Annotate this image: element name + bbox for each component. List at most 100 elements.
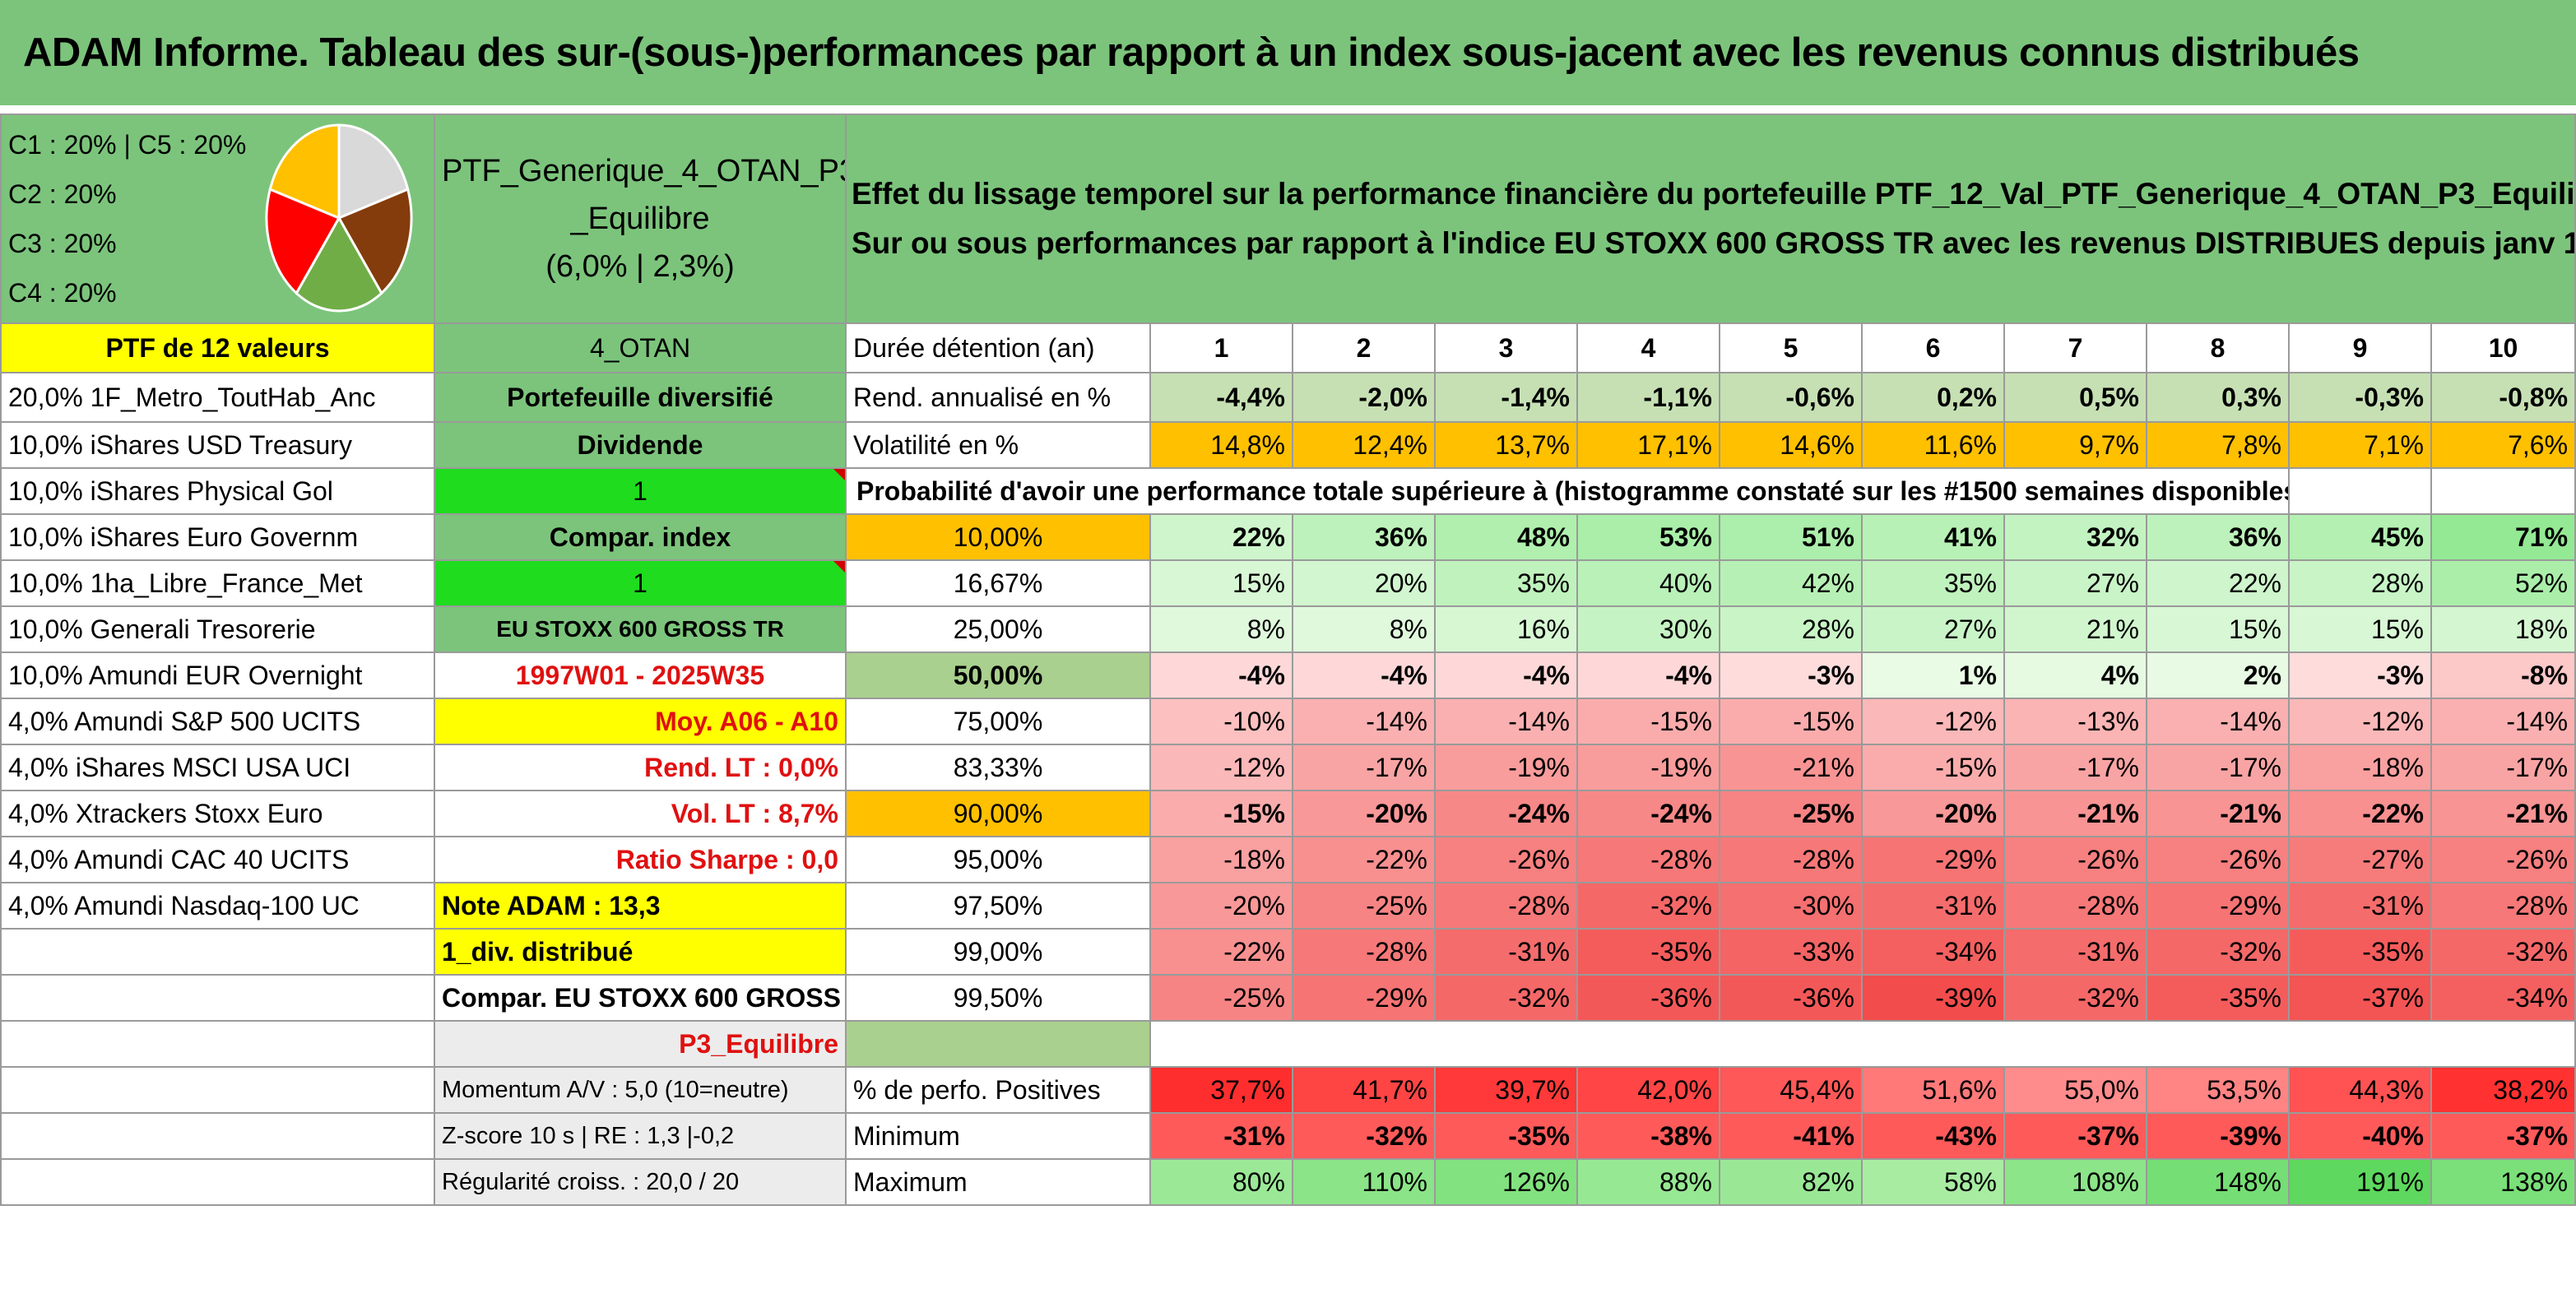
vol-value: 7,6% (2430, 421, 2576, 469)
quantile-value: -15% (1149, 790, 1293, 837)
quantile-value: -39% (1861, 974, 2005, 1022)
pie-legend-item: C4 : 20% (8, 278, 117, 308)
pie-slice (295, 215, 383, 313)
portfolio-name-line1: PTF_Generique_4_OTAN_P3 (442, 154, 846, 188)
separator (0, 105, 2576, 114)
rend-label: Rend. annualisé en % (845, 372, 1151, 423)
pos-value: 53,5% (2146, 1066, 2290, 1114)
min-value: -43% (1861, 1112, 2005, 1160)
holding-name: 4,0% iShares MSCI USA UCI (0, 744, 435, 791)
portfolio-name-cell: PTF_Generique_4_OTAN_P3 _Equilibre (6,0%… (434, 114, 847, 324)
quantile-label: 83,33% (845, 744, 1151, 791)
performance-table: C1 : 20% | C5 : 20% C2 : 20% C3 : 20% C4 : … (0, 114, 2576, 1206)
quantile-value: -37% (2288, 974, 2432, 1022)
min-label: Minimum (845, 1112, 1151, 1160)
max-value: 82% (1719, 1158, 1863, 1206)
quantile-value: 35% (1861, 559, 2005, 607)
quantile-value: -10% (1149, 698, 1293, 745)
quantile-value: -32% (1434, 974, 1578, 1022)
quantile-label: 95,00% (845, 836, 1151, 883)
table-row: PTF de 12 valeurs 4_OTAN Durée détention (… (0, 322, 2576, 373)
pie-legend: C1 : 20% | C5 : 20% C2 : 20% C3 : 20% C4 : … (8, 120, 427, 318)
vol-value: 9,7% (2003, 421, 2147, 469)
quantile-value: 36% (1292, 513, 1436, 561)
quantile-value: 2% (2146, 651, 2290, 699)
rend-value: -4,4% (1149, 372, 1293, 423)
pos-value: 45,4% (1719, 1066, 1863, 1114)
quantile-value: 71% (2430, 513, 2576, 561)
quantile-value: 4% (2003, 651, 2147, 699)
profile-swatch (845, 1020, 1151, 1068)
quantile-value: 21% (2003, 605, 2147, 653)
quantile-label: 25,00% (845, 605, 1151, 653)
quantile-value: -25% (1292, 882, 1436, 930)
portfolio-name-line2: _Equilibre (570, 202, 710, 236)
empty-cell (0, 1158, 435, 1206)
prob-label: Probabilité d'avoir une performance tota… (845, 467, 2290, 515)
empty-cell (0, 928, 435, 976)
vol-value: 7,1% (2288, 421, 2432, 469)
quantile-value: -20% (1861, 790, 2005, 837)
quantile-value: -17% (2146, 744, 2290, 791)
quantile-value: -26% (1434, 836, 1578, 883)
table-row: 1_div. distribué 99,00% -22% -28% -31% -35% -3… (0, 928, 2576, 976)
quantile-label: 99,00% (845, 928, 1151, 976)
description-line1: Effet du lissage temporel sur la perform… (852, 177, 2576, 211)
quantile-value: -19% (1576, 744, 1720, 791)
quantile-value: -26% (2430, 836, 2576, 883)
quantile-value: -34% (2430, 974, 2576, 1022)
quantile-value: 27% (1861, 605, 2005, 653)
portefeuille-cell: Portefeuille diversifié (434, 372, 847, 423)
regularite-cell: Régularité croiss. : 20,0 / 20 (434, 1158, 847, 1206)
page-title: ADAM Informe. Tableau des sur-(sous-)per… (23, 30, 2360, 75)
vol-value: 13,7% (1434, 421, 1578, 469)
quantile-value: -4% (1434, 651, 1578, 699)
min-value: -40% (2288, 1112, 2432, 1160)
quantile-value: -4% (1292, 651, 1436, 699)
quantile-value: -20% (1292, 790, 1436, 837)
quantile-value: -4% (1149, 651, 1293, 699)
max-value: 191% (2288, 1158, 2432, 1206)
quantile-label: 50,00% (845, 651, 1151, 699)
holding-name: 10,0% iShares Physical Gol (0, 467, 435, 515)
empty-cell (0, 1112, 435, 1160)
pie-legend-item: C2 : 20% (8, 179, 117, 209)
rend-value: -2,0% (1292, 372, 1436, 423)
quantile-value: 52% (2430, 559, 2576, 607)
pie-slice (268, 123, 341, 220)
duree-label: Durée détention (an) (845, 322, 1151, 373)
quantile-value: -18% (1149, 836, 1293, 883)
quantile-value: -17% (2003, 744, 2147, 791)
quantile-value: -31% (1434, 928, 1578, 976)
max-value: 148% (2146, 1158, 2290, 1206)
min-value: -31% (1149, 1112, 1293, 1160)
quantile-label: 16,67% (845, 559, 1151, 607)
year-header: 10 (2430, 322, 2576, 373)
quantile-value: -28% (2430, 882, 2576, 930)
year-header: 5 (1719, 322, 1863, 373)
quantile-value: -30% (1719, 882, 1863, 930)
quantile-value: -4% (1576, 651, 1720, 699)
otan-cell: 4_OTAN (434, 322, 847, 373)
pie-legend-cell: C1 : 20% | C5 : 20% C2 : 20% C3 : 20% C4 : … (0, 114, 435, 324)
quantile-value: 20% (1292, 559, 1436, 607)
quantile-value: 18% (2430, 605, 2576, 653)
table-row: 4,0% Amundi CAC 40 UCITS Ratio Sharpe : 0… (0, 836, 2576, 883)
quantile-label: 97,50% (845, 882, 1151, 930)
quantile-value: -22% (2288, 790, 2432, 837)
empty-cell (0, 1020, 435, 1068)
quantile-value: 15% (1149, 559, 1293, 607)
pie-slice (337, 123, 410, 220)
quantile-value: -12% (1861, 698, 2005, 745)
zscore-cell: Z-score 10 s | RE : 1,3 |-0,2 (434, 1112, 847, 1160)
compar-full-cell: Compar. EU STOXX 600 GROSS TR (434, 974, 847, 1022)
max-value: 110% (1292, 1158, 1436, 1206)
holding-name: 10,0% iShares USD Treasury (0, 421, 435, 469)
quantile-value: 51% (1719, 513, 1863, 561)
holding-name: 10,0% 1ha_Libre_France_Met (0, 559, 435, 607)
rend-value: 0,2% (1861, 372, 2005, 423)
period-cell: 1997W01 - 2025W35 (434, 651, 847, 699)
quantile-value: -20% (1149, 882, 1293, 930)
quantile-value: 27% (2003, 559, 2147, 607)
min-value: -37% (2003, 1112, 2147, 1160)
